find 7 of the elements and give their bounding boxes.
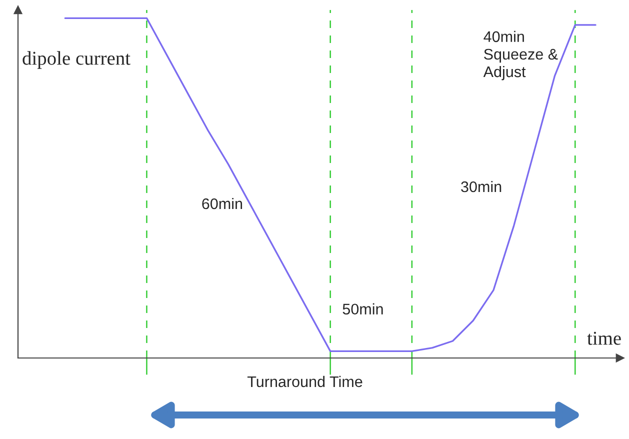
annotation: 50min [342,303,383,315]
x-axis-title: time [587,332,621,345]
annotation: 30min [461,180,502,192]
annotation: 40min Squeeze & Adjust [483,30,558,80]
y-axis-title: dipole current [22,51,130,69]
annotation: 60min [202,198,242,210]
text: Turnaround Time [247,376,362,388]
